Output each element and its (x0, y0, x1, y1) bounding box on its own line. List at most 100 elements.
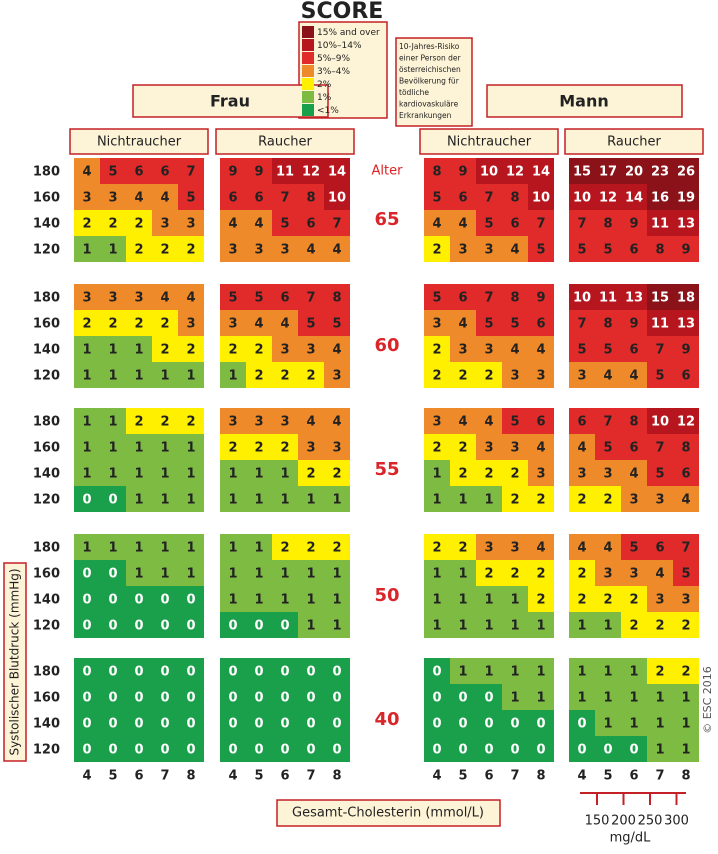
risk-value: 4 (536, 541, 545, 556)
risk-cell (152, 560, 178, 586)
risk-value: 3 (484, 243, 493, 258)
risk-value: 2 (484, 567, 493, 582)
risk-cell (621, 184, 647, 210)
risk-cell (298, 534, 324, 560)
risk-cell (220, 736, 246, 762)
risk-cell (246, 736, 272, 762)
risk-cell (569, 408, 595, 434)
risk-cell (528, 434, 554, 460)
risk-cell (152, 236, 178, 262)
risk-value: 1 (186, 467, 195, 482)
legend-label: 3%–4% (317, 67, 351, 77)
risk-cell (569, 184, 595, 210)
risk-value: 1 (82, 467, 91, 482)
risk-cell (476, 684, 502, 710)
risk-value: 2 (655, 665, 664, 680)
risk-value: 1 (134, 441, 143, 456)
risk-value: 3 (536, 369, 545, 384)
risk-value: 5 (432, 291, 441, 306)
risk-value: 20 (625, 165, 643, 180)
risk-value: 8 (510, 291, 519, 306)
risk-cell (528, 736, 554, 762)
risk-cell (673, 236, 699, 262)
risk-value: 3 (536, 467, 545, 482)
mg-tick-label: 200 (611, 814, 636, 829)
risk-value: 2 (108, 217, 117, 232)
risk-value: 3 (458, 243, 467, 258)
risk-cell (272, 236, 298, 262)
note-line: Erkrankungen (399, 111, 452, 120)
risk-cell (100, 284, 126, 310)
risk-value: 5 (432, 191, 441, 206)
risk-cell (74, 236, 100, 262)
legend-swatch (302, 78, 314, 90)
risk-cell (272, 710, 298, 736)
risk-value: 9 (681, 243, 690, 258)
risk-value: 7 (280, 191, 289, 206)
risk-value: 1 (332, 493, 341, 508)
risk-cell (673, 658, 699, 684)
risk-value: 1 (458, 665, 467, 680)
risk-cell (272, 612, 298, 638)
risk-value: 4 (306, 415, 315, 430)
risk-cell (502, 612, 528, 638)
risk-cell (298, 658, 324, 684)
risk-cell (298, 586, 324, 612)
risk-value: 8 (306, 191, 315, 206)
risk-value: 3 (228, 415, 237, 430)
note-line: einer Person der (399, 54, 461, 63)
risk-cell (152, 284, 178, 310)
risk-cell (100, 184, 126, 210)
risk-value: 1 (280, 493, 289, 508)
risk-cell (220, 210, 246, 236)
risk-value: 4 (254, 317, 263, 332)
risk-cell (424, 434, 450, 460)
risk-cell (450, 736, 476, 762)
risk-cell (450, 236, 476, 262)
risk-cell (74, 710, 100, 736)
risk-value: 1 (458, 593, 467, 608)
risk-value: 1 (484, 593, 493, 608)
age-value: 60 (374, 335, 399, 356)
risk-cell (220, 460, 246, 486)
risk-value: 1 (577, 665, 586, 680)
risk-cell (502, 236, 528, 262)
risk-value: 2 (603, 593, 612, 608)
risk-value: 13 (625, 291, 643, 306)
risk-value: 14 (328, 165, 346, 180)
risk-cell (621, 710, 647, 736)
risk-cell (100, 434, 126, 460)
risk-value: 6 (536, 317, 545, 332)
risk-value: 8 (510, 191, 519, 206)
risk-value: 0 (108, 593, 117, 608)
risk-value: 6 (280, 291, 289, 306)
x-tick-label: 8 (681, 769, 690, 784)
risk-value: 1 (108, 441, 117, 456)
risk-cell (220, 586, 246, 612)
risk-cell (528, 408, 554, 434)
risk-cell (100, 362, 126, 388)
risk-cell (621, 586, 647, 612)
risk-cell (647, 184, 673, 210)
risk-value: 0 (484, 691, 493, 706)
risk-value: 3 (484, 441, 493, 456)
risk-value: 9 (228, 165, 237, 180)
risk-cell (298, 460, 324, 486)
x-tick-label: 6 (484, 769, 493, 784)
risk-cell (450, 310, 476, 336)
sex-label: Frau (210, 92, 250, 111)
risk-cell (220, 184, 246, 210)
risk-value: 1 (228, 567, 237, 582)
risk-value: 0 (160, 593, 169, 608)
risk-value: 1 (134, 369, 143, 384)
risk-value: 7 (306, 291, 315, 306)
risk-cell (476, 236, 502, 262)
risk-value: 2 (254, 441, 263, 456)
risk-cell (126, 486, 152, 512)
y-title-box (3, 562, 27, 762)
risk-cell (424, 612, 450, 638)
risk-value: 1 (160, 493, 169, 508)
group-label: Raucher (258, 135, 312, 150)
age-value: 65 (374, 209, 399, 230)
risk-cell (528, 236, 554, 262)
